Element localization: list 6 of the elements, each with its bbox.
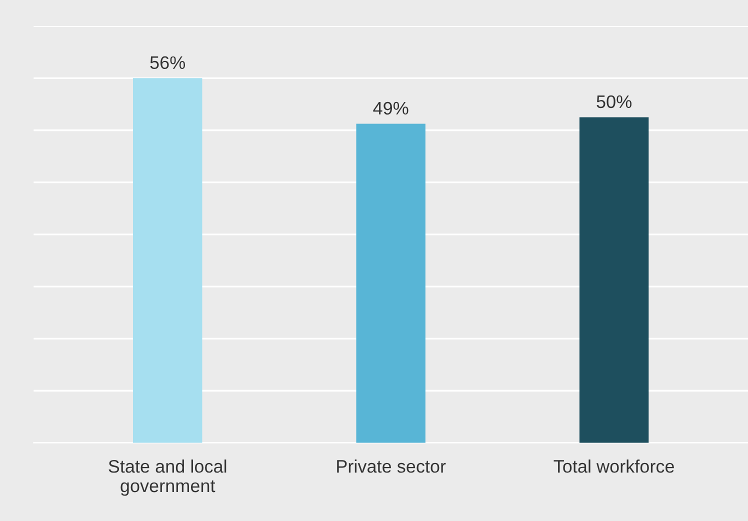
data-label: 49% [373, 102, 408, 115]
x-tick-label: Total workforce [554, 460, 674, 473]
x-tick-label: State and local government [108, 460, 226, 496]
data-label: 56% [150, 56, 186, 70]
x-tick-label: Private sector [337, 460, 446, 473]
data-label: 50% [596, 95, 632, 108]
